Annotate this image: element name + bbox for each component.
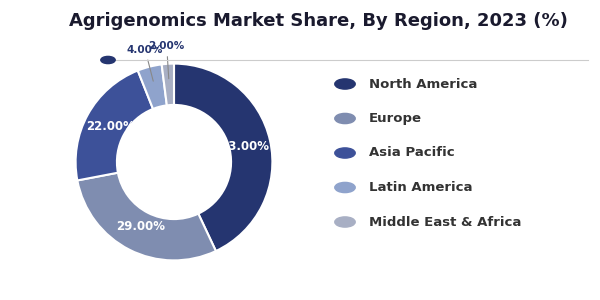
Wedge shape: [76, 70, 153, 180]
Text: Agrigenomics Market Share, By Region, 2023 (%): Agrigenomics Market Share, By Region, 20…: [68, 12, 568, 30]
Text: 22.00%: 22.00%: [86, 120, 134, 134]
Text: Middle East & Africa: Middle East & Africa: [369, 215, 521, 229]
Text: Asia Pacific: Asia Pacific: [369, 146, 455, 160]
Text: 4.00%: 4.00%: [127, 44, 163, 81]
Text: 2.00%: 2.00%: [149, 41, 185, 79]
Text: 29.00%: 29.00%: [116, 220, 166, 233]
Text: Latin America: Latin America: [369, 181, 473, 194]
Text: PRECEDENCE: PRECEDENCE: [18, 18, 69, 24]
Wedge shape: [161, 64, 174, 105]
Text: North America: North America: [369, 77, 478, 91]
Wedge shape: [174, 64, 272, 251]
Wedge shape: [77, 173, 216, 260]
Text: Europe: Europe: [369, 112, 422, 125]
Text: 43.00%: 43.00%: [221, 140, 269, 153]
Wedge shape: [138, 64, 167, 109]
Text: RESEARCH: RESEARCH: [23, 42, 64, 48]
